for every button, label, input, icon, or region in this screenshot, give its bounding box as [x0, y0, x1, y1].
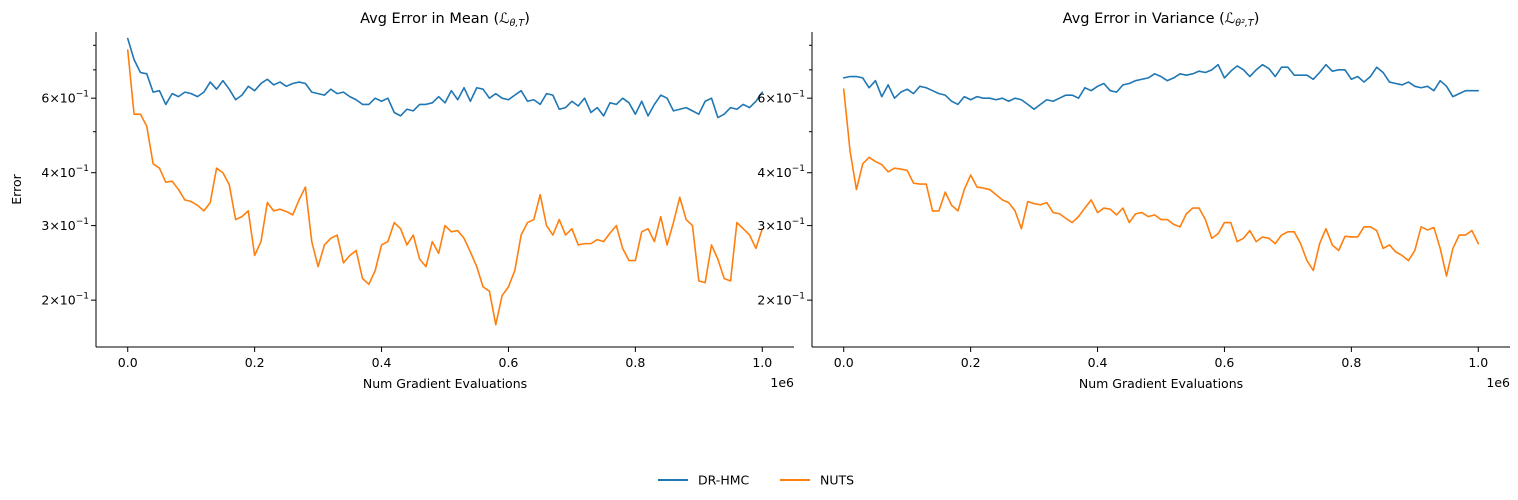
y-tick-label: 6×10−1: [41, 90, 89, 106]
y-tick-label: 3×10−1: [41, 217, 89, 233]
y-tick-label: 3×10−1: [757, 217, 805, 233]
legend-item-dr-hmc: DR-HMC: [658, 473, 749, 488]
x-axis-label: Num Gradient Evaluations: [363, 376, 527, 391]
chart-panel-mean-error: Avg Error in Mean (ℒθ,T) 0.0 0.2 0.4 0.6 0.8 1…: [9, 11, 794, 391]
x-tick-label: 1.0: [1468, 355, 1488, 370]
series-line-dr-hmc: [126, 37, 764, 119]
series-line-nuts: [842, 88, 1480, 277]
series-line-nuts: [126, 49, 764, 326]
legend: DR-HMC NUTS: [658, 473, 854, 488]
x-tick-label: 0.2: [245, 355, 265, 370]
chart-title: Avg Error in Variance (ℒθ²,T): [1063, 11, 1260, 29]
chart-title: Avg Error in Mean (ℒθ,T): [360, 11, 530, 29]
x-offset-label: 1e6: [1486, 375, 1510, 390]
x-tick-label: 0.8: [1341, 355, 1361, 370]
y-tick-label: 4×10−1: [757, 164, 805, 180]
legend-label: DR-HMC: [698, 473, 749, 488]
x-axis-label: Num Gradient Evaluations: [1079, 376, 1243, 391]
y-axis-label: Error: [9, 173, 24, 204]
x-tick-label: 1.0: [752, 355, 772, 370]
x-tick-label: 0.4: [1088, 355, 1108, 370]
legend-item-nuts: NUTS: [780, 473, 854, 488]
x-tick-label: 0.0: [834, 355, 854, 370]
y-tick-label: 4×10−1: [41, 164, 89, 180]
x-tick-label: 0.4: [372, 355, 392, 370]
x-tick-label: 0.6: [1215, 355, 1235, 370]
series-line-dr-hmc: [842, 63, 1480, 111]
legend-label: NUTS: [820, 473, 854, 488]
chart-panel-variance-error: Avg Error in Variance (ℒθ²,T) 0.0 0.2 0.4 0.…: [757, 11, 1510, 391]
x-tick-label: 0.2: [961, 355, 981, 370]
x-tick-label: 0.6: [499, 355, 519, 370]
y-tick-label: 2×10−1: [41, 292, 89, 308]
y-tick-label: 2×10−1: [757, 292, 805, 308]
x-tick-label: 0.8: [625, 355, 645, 370]
x-tick-label: 0.0: [118, 355, 138, 370]
y-tick-label: 6×10−1: [757, 90, 805, 106]
x-offset-label: 1e6: [770, 375, 794, 390]
